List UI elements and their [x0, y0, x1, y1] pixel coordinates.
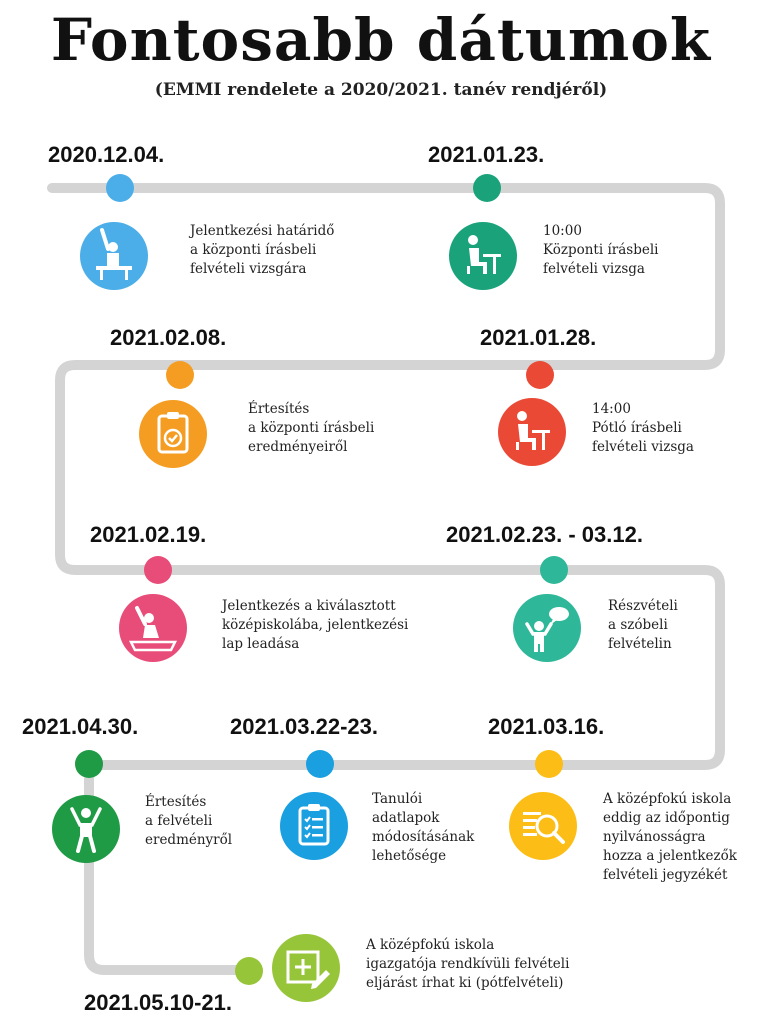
event-description-5: Jelentkezés a kiválasztott középiskolába…	[222, 597, 408, 654]
description-line: lehetősége	[372, 848, 447, 864]
description-line: a központi írásbeli	[248, 420, 375, 436]
cheering-person-icon	[52, 795, 120, 863]
event-date-1: 2020.12.04.	[48, 142, 165, 167]
timeline-dot	[526, 361, 554, 389]
description-line: igazgatója rendkívüli felvételi	[366, 956, 570, 972]
event-date-6: 2021.02.23. - 03.12.	[446, 522, 643, 547]
description-line: adatlapok	[372, 810, 440, 826]
timeline-dot	[540, 556, 568, 584]
event-description-8: Tanulói adatlapok módosításának lehetősé…	[372, 790, 474, 866]
timeline-dot	[75, 750, 103, 778]
event-date-2: 2021.01.23.	[428, 142, 545, 167]
event-description-9: Értesítés a felvételi eredményről	[145, 793, 232, 850]
timeline-dot	[306, 750, 334, 778]
description-line: felvételin	[608, 636, 672, 652]
clipboard-list-icon	[280, 792, 348, 860]
description-line: eljárást írhat ki (pótfelvételi)	[366, 975, 564, 991]
timeline-dot	[166, 361, 194, 389]
page-subtitle: (EMMI rendelete a 2020/2021. tanév rendj…	[154, 80, 608, 100]
description-line: A középfokú iskola	[603, 791, 732, 807]
description-line: a szóbeli	[608, 617, 668, 633]
description-line: felvételi vizsga	[543, 261, 645, 277]
description-line: eredményről	[145, 832, 233, 848]
timeline-dot	[106, 174, 134, 202]
timeline-dot	[473, 174, 501, 202]
speaking-person-icon	[513, 594, 581, 662]
event-date-8: 2021.03.22-23.	[230, 714, 379, 739]
event-date-4: 2021.02.08.	[110, 325, 227, 350]
timeline-dot	[235, 957, 263, 985]
description-line: lap leadása	[222, 636, 300, 652]
description-line: Központi írásbeli	[543, 242, 659, 258]
description-line: Értesítés	[248, 401, 310, 417]
timeline-dot	[535, 750, 563, 778]
description-line: Tanulói	[372, 791, 423, 807]
page-title: Fontosabb dátumok	[50, 6, 712, 74]
description-line: A középfokú iskola	[366, 937, 495, 953]
event-date-5: 2021.02.19.	[90, 522, 207, 547]
event-date-7: 2021.03.16.	[488, 714, 605, 739]
description-line: középiskolába, jelentkezési	[222, 617, 409, 633]
description-line: Jelentkezési határidő	[190, 223, 335, 239]
event-description-6: Részvételi a szóbeli felvételin	[608, 597, 678, 654]
description-line: a felvételi	[145, 813, 213, 829]
description-line: hozza a jelentkezők	[603, 848, 737, 864]
event-date-10: 2021.05.10-21.	[84, 990, 233, 1015]
event-description-1: Jelentkezési határidő a központi írásbel…	[190, 222, 334, 279]
timeline-dot	[144, 556, 172, 584]
student-at-desk-icon	[498, 398, 566, 466]
magnifier-list-icon	[509, 792, 577, 860]
event-date-9: 2021.04.30.	[22, 714, 139, 739]
description-line: 14:00	[592, 401, 631, 417]
description-line: módosításának	[372, 829, 475, 845]
description-line: Pótló írásbeli	[592, 420, 682, 436]
description-line: felvételi vizsga	[592, 439, 694, 455]
description-line: Részvételi	[608, 598, 678, 614]
student-at-desk-icon	[449, 222, 517, 290]
student-writing-icon	[119, 594, 187, 662]
event-description-10: A középfokú iskola igazgatója rendkívüli…	[366, 936, 569, 993]
description-line: Jelentkezés a kiválasztott	[222, 598, 396, 614]
raised-hand-student-icon	[80, 222, 148, 290]
description-line: 10:00	[543, 223, 582, 239]
description-line: felvételi vizsgára	[190, 261, 307, 277]
description-line: eddig az időpontig	[603, 810, 730, 826]
event-date-3: 2021.01.28.	[480, 325, 597, 350]
description-line: eredményeiről	[248, 439, 348, 455]
clipboard-check-icon	[139, 400, 207, 468]
edit-document-icon	[272, 934, 340, 1002]
description-line: a központi írásbeli	[190, 242, 317, 258]
event-description-7: A középfokú iskola eddig az időpontig ny…	[603, 790, 737, 885]
description-line: nyilvánosságra	[603, 829, 706, 845]
event-description-3: 14:00 Pótló írásbeli felvételi vizsga	[592, 400, 694, 457]
event-description-4: Értesítés a központi írásbeli eredményei…	[248, 400, 374, 457]
description-line: Értesítés	[145, 794, 207, 810]
description-line: felvételi jegyzékét	[603, 867, 728, 883]
event-description-2: 10:00 Központi írásbeli felvételi vizsga	[543, 222, 658, 279]
